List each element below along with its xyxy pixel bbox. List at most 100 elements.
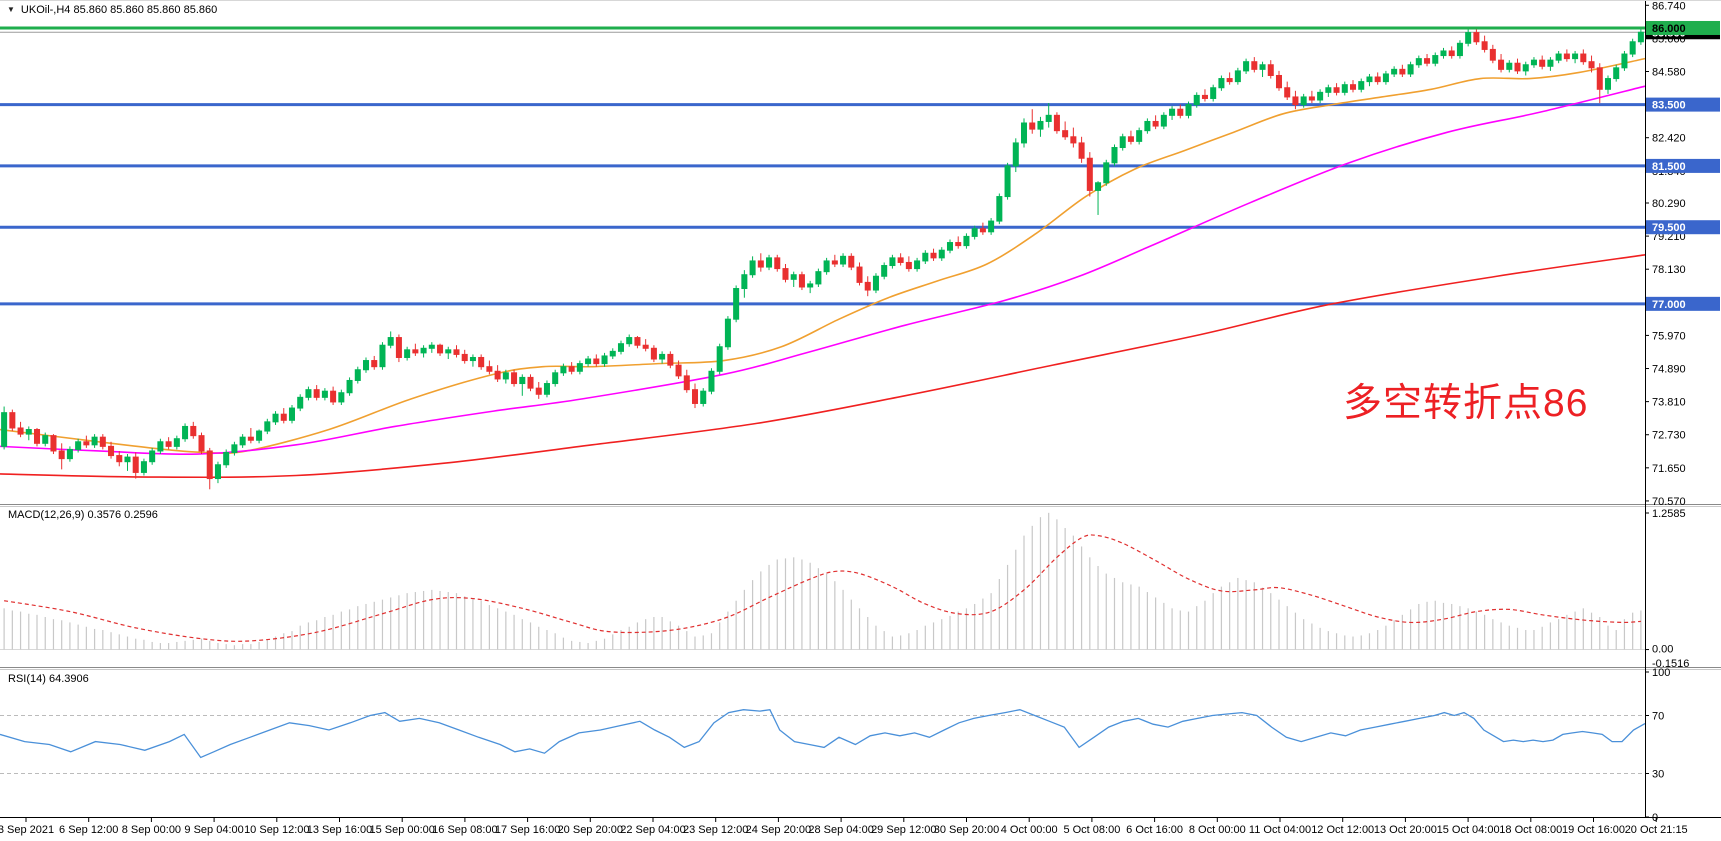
candle-bearish <box>9 412 16 429</box>
macd-histogram-bar <box>1278 599 1280 650</box>
macd-signal-line <box>4 534 1641 642</box>
macd-histogram-bar <box>1632 612 1634 650</box>
macd-histogram-bar <box>151 641 153 650</box>
candle-bearish <box>1292 96 1299 106</box>
macd-histogram-bar <box>1426 601 1428 650</box>
macd-histogram-bar <box>817 568 819 650</box>
ma-fast-orange <box>0 57 1646 455</box>
symbol-ohlc-label: ▼ UKOil-,H4 85.860 85.860 85.860 85.860 <box>7 4 217 16</box>
candle-bullish <box>363 360 370 371</box>
candle-bearish <box>461 353 468 362</box>
macd-histogram-bar <box>529 622 532 650</box>
time-tick-label: 13 Sep 16:00 <box>307 824 372 836</box>
candle-bullish <box>617 343 624 352</box>
candle-bearish <box>1498 59 1505 70</box>
macd-histogram-bar <box>587 643 589 650</box>
price-tick-label: 73.810 <box>1652 397 1686 409</box>
candle-bullish <box>889 257 896 267</box>
level-badge <box>1646 97 1720 112</box>
macd-histogram-bar <box>3 608 5 650</box>
price-tick-label: 70.570 <box>1652 496 1686 508</box>
macd-histogram-bar <box>883 631 885 650</box>
macd-histogram-bar <box>834 581 836 650</box>
macd-histogram-bar <box>1533 630 1535 650</box>
candle-bearish <box>437 344 444 354</box>
macd-histogram-bar <box>1311 623 1313 650</box>
candle-bearish <box>650 347 657 360</box>
candle-bullish <box>741 274 748 290</box>
candle-bullish <box>1465 32 1472 44</box>
candle-bearish <box>453 349 460 355</box>
macd-histogram-bar <box>1220 586 1223 650</box>
macd-histogram-bar <box>332 614 334 650</box>
macd-histogram-bar <box>1245 580 1247 650</box>
candle-bullish <box>214 464 221 480</box>
macd-histogram-bar <box>1409 609 1412 650</box>
candle-bearish <box>782 268 789 280</box>
macd-histogram-bar <box>719 622 721 650</box>
macd-histogram-bar <box>1590 612 1593 650</box>
macd-histogram-bar <box>1105 573 1107 650</box>
chevron-down-icon[interactable]: ▼ <box>7 5 15 14</box>
candle-bullish <box>946 242 953 251</box>
candle-bullish <box>963 235 970 247</box>
macd-histogram-bar <box>1229 582 1231 650</box>
price-tick-label: 75.970 <box>1652 330 1686 342</box>
candle-bullish <box>1604 78 1611 90</box>
macd-histogram-bar <box>932 622 935 650</box>
macd-histogram-bar <box>628 626 630 650</box>
candle-bullish <box>223 452 230 466</box>
candle-bearish <box>1333 87 1340 93</box>
candle-bullish <box>1547 59 1554 67</box>
candle-bearish <box>568 366 575 372</box>
macd-histogram-bar <box>850 599 852 650</box>
candle-bullish <box>149 450 156 463</box>
macd-histogram-bar <box>422 590 425 650</box>
macd-histogram-bar <box>1558 619 1560 650</box>
macd-histogram-bar <box>1319 627 1321 650</box>
macd-histogram-bar <box>365 603 367 650</box>
candle-bullish <box>173 438 180 447</box>
macd-histogram-bar <box>217 643 219 650</box>
time-tick-label: 3 Sep 2021 <box>0 824 54 836</box>
candle-bullish <box>1391 68 1398 75</box>
macd-histogram-bar <box>447 592 449 650</box>
candle-bearish <box>478 356 485 368</box>
macd-histogram-bar <box>250 644 252 650</box>
candle-bullish <box>1522 64 1529 72</box>
ma-slow-red <box>0 254 1646 479</box>
candle-bullish <box>305 389 312 398</box>
candle-bullish <box>264 421 271 432</box>
candle-bullish <box>1432 55 1439 64</box>
candle-bearish <box>1251 61 1258 70</box>
price-tick-label: 80.290 <box>1652 198 1686 210</box>
macd-histogram-bar <box>1574 611 1576 650</box>
macd-histogram-bar <box>1615 630 1617 650</box>
macd-histogram-bar <box>776 559 778 650</box>
macd-histogram-bar <box>1113 577 1116 650</box>
macd-histogram-bar <box>1056 519 1058 650</box>
candle-bullish <box>1456 42 1463 57</box>
candle-bullish <box>66 448 73 460</box>
macd-histogram-bar <box>1204 600 1206 650</box>
macd-histogram-bar <box>1303 619 1305 650</box>
candle-bearish <box>1588 61 1595 69</box>
time-tick-label: 16 Sep 08:00 <box>432 824 497 836</box>
macd-histogram-bar <box>1064 528 1066 650</box>
candle-bearish <box>313 389 320 398</box>
macd-histogram-bar <box>784 558 787 650</box>
candle-bullish <box>609 350 616 357</box>
macd-histogram-bar <box>242 644 244 650</box>
macd-histogram-bar <box>1508 625 1510 650</box>
candle-bullish <box>733 288 740 320</box>
candle-bullish <box>519 376 526 385</box>
price-tick-label: 72.730 <box>1652 430 1686 442</box>
time-tick-label: 28 Sep 04:00 <box>808 824 873 836</box>
macd-histogram-bar <box>398 595 400 650</box>
macd-histogram-bar <box>990 593 992 650</box>
macd-histogram-bar <box>900 635 902 650</box>
macd-histogram-bar <box>743 589 745 650</box>
candle-bullish <box>872 275 879 291</box>
